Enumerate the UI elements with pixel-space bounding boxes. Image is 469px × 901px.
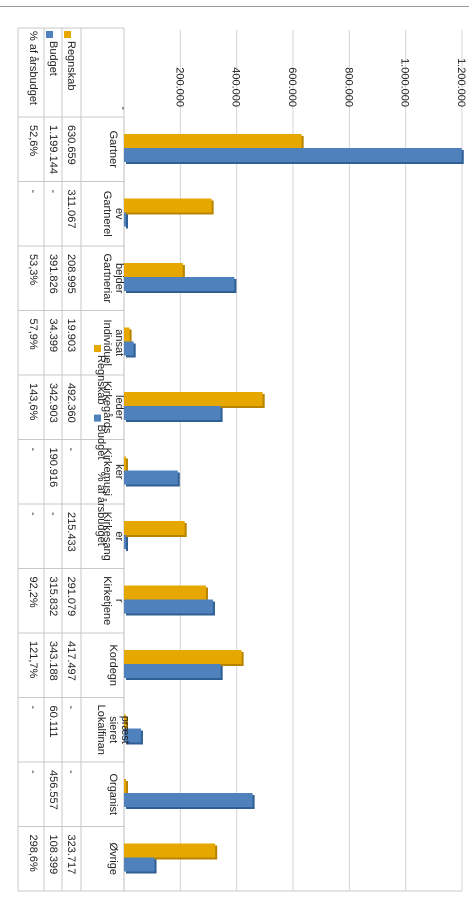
- table-cell: 190.916: [47, 448, 59, 488]
- bar-regnskab: [124, 714, 126, 729]
- table-cell: -: [65, 706, 77, 710]
- category-label: Gartneriarbejder: [101, 253, 125, 303]
- tick-label: 800.000: [342, 67, 354, 107]
- table-cell: 143,6%: [27, 383, 39, 421]
- tick-label: 200.000: [173, 67, 185, 107]
- table-cell: 323.717: [65, 835, 77, 875]
- table-cell: 208.995: [65, 254, 77, 294]
- table-cell: -: [27, 448, 39, 452]
- table-cell: 121,7%: [27, 641, 39, 679]
- table-cell: 315.832: [47, 577, 59, 617]
- bar-regnskab: [124, 521, 185, 535]
- legend-entry: Regnskab: [95, 355, 107, 405]
- table-cell: 52,6%: [27, 125, 39, 156]
- table-cell: 391.826: [47, 254, 59, 294]
- table-cell: 417.497: [65, 641, 77, 681]
- table-cell: 630.659: [65, 125, 77, 165]
- bar-budget: [124, 535, 126, 549]
- bar-budget: [124, 599, 213, 614]
- table-cell: -: [47, 512, 59, 516]
- bar-shadow-regnskab: [126, 781, 128, 795]
- table-row-label: Regnskab: [65, 41, 77, 91]
- bar-shadow-budget: [126, 214, 128, 229]
- bar-shadow-budget: [126, 537, 128, 551]
- bar-regnskab: [124, 327, 130, 342]
- category-label: Lokalfinansieretpræst: [95, 705, 131, 755]
- table-cell: 60.111: [47, 706, 59, 738]
- legend-swatch: [94, 414, 101, 422]
- table-cell: 1.199.144: [47, 125, 59, 174]
- tick-label: 1.200.000: [455, 58, 467, 107]
- bar-regnskab: [124, 392, 263, 406]
- bar-shadow-regnskab: [126, 716, 128, 731]
- bar-regnskab: [124, 198, 212, 213]
- bar-regnskab: [124, 585, 206, 600]
- table-cell: -: [27, 512, 39, 516]
- bar-regnskab: [124, 843, 216, 858]
- bar-regnskab: [124, 779, 126, 793]
- bar-budget: [124, 341, 134, 356]
- table-cell: 92,2%: [27, 577, 39, 608]
- bar-budget: [124, 277, 235, 291]
- bar-budget: [124, 857, 155, 872]
- category-label: Øvrige: [107, 843, 119, 875]
- table-cell: 456.557: [47, 770, 59, 810]
- legend-entry: % af årsbudget: [95, 472, 107, 546]
- category-label: Organist: [107, 773, 119, 815]
- bar-budget: [124, 148, 462, 162]
- row-legend-swatch: [46, 31, 53, 38]
- table-cell: 57,9%: [27, 319, 39, 350]
- bar-budget: [124, 406, 221, 420]
- bar-regnskab: [124, 134, 302, 148]
- category-label: Kirkesanger: [101, 512, 125, 561]
- category-label: Kordegn: [107, 644, 119, 686]
- category-label: Gartnerelev: [101, 191, 125, 237]
- table-cell: -: [65, 448, 77, 452]
- tick-label: 600.000: [286, 67, 298, 107]
- tick-label: 1.000.000: [399, 58, 411, 107]
- row-legend-swatch: [64, 31, 71, 38]
- table-cell: 298,6%: [27, 835, 39, 873]
- bar-budget: [124, 212, 126, 227]
- tick-label: 400.000: [230, 67, 242, 107]
- bar-shadow-regnskab: [126, 458, 128, 473]
- bar-budget: [124, 664, 221, 678]
- table-cell: 53,3%: [27, 254, 39, 285]
- table-row-label: % af årsbudget: [27, 31, 39, 105]
- bar-regnskab: [124, 650, 242, 664]
- table-cell: 108.399: [47, 835, 59, 875]
- table-cell: -: [47, 190, 59, 194]
- table-cell: 215.433: [65, 512, 77, 552]
- bar-budget: [124, 728, 141, 743]
- bar-regnskab: [124, 456, 126, 471]
- category-label: Individuelansat: [101, 320, 125, 366]
- table-cell: 34.399: [47, 319, 59, 353]
- table-cell: -: [65, 770, 77, 774]
- table-cell: 291.079: [65, 577, 77, 617]
- table-cell: 492.360: [65, 383, 77, 423]
- category-label: Kirkemusiker: [101, 448, 125, 496]
- bar-budget: [124, 793, 253, 807]
- table-cell: 19.903: [65, 319, 77, 353]
- table-cell: 343.188: [47, 641, 59, 681]
- bar-regnskab: [124, 263, 183, 277]
- legend-entry: Budget: [95, 425, 107, 460]
- table-cell: -: [27, 770, 39, 774]
- table-cell: -: [27, 190, 39, 194]
- category-label: Kirkegårdsleder: [101, 381, 125, 434]
- table-row-label: Budget: [47, 41, 59, 76]
- table-cell: 311.067: [65, 190, 77, 229]
- table-cell: 342.903: [47, 383, 59, 423]
- category-label: Gartner: [107, 131, 119, 169]
- bar-budget: [124, 470, 178, 485]
- category-label: Kirketjener: [101, 576, 125, 625]
- tick-label: -: [117, 106, 129, 110]
- table-cell: -: [27, 706, 39, 710]
- legend-swatch: [94, 345, 101, 352]
